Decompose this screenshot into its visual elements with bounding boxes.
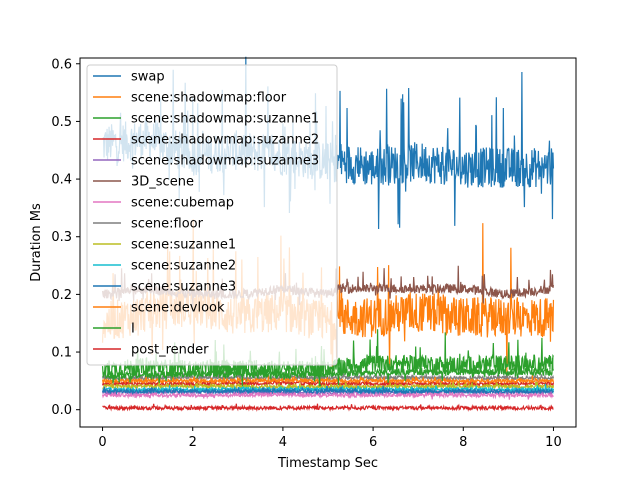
legend-label: scene:suzanne3 xyxy=(131,280,236,295)
legend-label: scene:floor xyxy=(131,217,204,232)
series-line-3 xyxy=(101,378,555,389)
x-tick-label: 10 xyxy=(545,435,562,450)
legend-label: post_render xyxy=(131,343,209,358)
y-axis-label: Duration Ms xyxy=(29,203,44,282)
legend-label: scene:shadowmap:suzanne3 xyxy=(131,154,319,169)
legend-label: scene:shadowmap:floor xyxy=(131,91,287,106)
series-line-9 xyxy=(102,383,555,394)
y-tick-label: 0.6 xyxy=(51,57,72,72)
legend: swap scene:shadowmap:floor scene:shadowmap… xyxy=(86,64,338,366)
x-tick-label: 2 xyxy=(189,435,197,450)
legend-label: scene:devlook xyxy=(131,301,225,316)
series-line-13 xyxy=(102,403,554,412)
x-tick-label: 0 xyxy=(98,435,106,450)
legend-label: 3D_scene xyxy=(131,175,194,190)
axes-frame xyxy=(79,57,577,428)
y-tick-label: 0.5 xyxy=(51,115,72,130)
series-line-10 xyxy=(101,385,554,396)
y-axis-ticks: 0.0 0.1 0.2 0.3 0.4 0.5 0.6 xyxy=(51,57,80,418)
legend-label: scene:cubemap xyxy=(131,196,234,211)
y-tick-label: 0.1 xyxy=(51,346,72,361)
legend-label: I xyxy=(131,322,135,337)
legend-label: swap xyxy=(131,70,165,85)
series-line-11 xyxy=(101,375,555,386)
x-tick-label: 4 xyxy=(279,435,287,450)
x-axis-ticks: 0 2 4 6 8 10 xyxy=(98,427,562,450)
y-tick-label: 0.3 xyxy=(51,230,72,245)
x-axis-label: Timestamp Sec xyxy=(277,456,378,471)
x-tick-label: 6 xyxy=(369,435,377,450)
y-tick-label: 0.4 xyxy=(51,173,72,188)
x-tick-label: 8 xyxy=(459,435,467,450)
legend-label: scene:suzanne1 xyxy=(131,238,236,253)
y-tick-label: 0.2 xyxy=(51,288,72,303)
y-tick-label: 0.0 xyxy=(51,403,72,418)
series-line-12 xyxy=(102,355,554,387)
series-line-6 xyxy=(101,389,554,400)
legend-box xyxy=(86,64,338,366)
legend-label: scene:shadowmap:suzanne2 xyxy=(131,133,319,148)
legend-label: scene:suzanne2 xyxy=(131,259,236,274)
legend-label: scene:shadowmap:suzanne1 xyxy=(131,112,319,127)
